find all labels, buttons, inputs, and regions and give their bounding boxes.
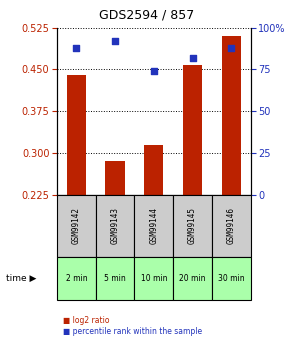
Text: GSM99142: GSM99142 <box>72 207 81 245</box>
Text: 5 min: 5 min <box>104 274 126 283</box>
Point <box>74 45 79 50</box>
Text: ■ percentile rank within the sample: ■ percentile rank within the sample <box>63 327 202 336</box>
Text: 30 min: 30 min <box>218 274 244 283</box>
Bar <box>222 36 241 195</box>
Text: GSM99144: GSM99144 <box>149 207 158 245</box>
Bar <box>183 65 202 195</box>
Point <box>229 45 234 50</box>
Text: 10 min: 10 min <box>141 274 167 283</box>
Point <box>151 68 156 74</box>
Text: GSM99143: GSM99143 <box>111 207 120 245</box>
Point <box>113 38 117 44</box>
Text: 2 min: 2 min <box>66 274 87 283</box>
Bar <box>105 161 125 195</box>
Bar <box>67 75 86 195</box>
Point <box>190 55 195 60</box>
Text: ■ log2 ratio: ■ log2 ratio <box>63 316 110 325</box>
Bar <box>144 145 163 195</box>
Text: GSM99146: GSM99146 <box>227 207 236 245</box>
Text: 20 min: 20 min <box>179 274 206 283</box>
Text: GDS2594 / 857: GDS2594 / 857 <box>99 9 194 22</box>
Text: time ▶: time ▶ <box>6 274 36 283</box>
Text: GSM99145: GSM99145 <box>188 207 197 245</box>
